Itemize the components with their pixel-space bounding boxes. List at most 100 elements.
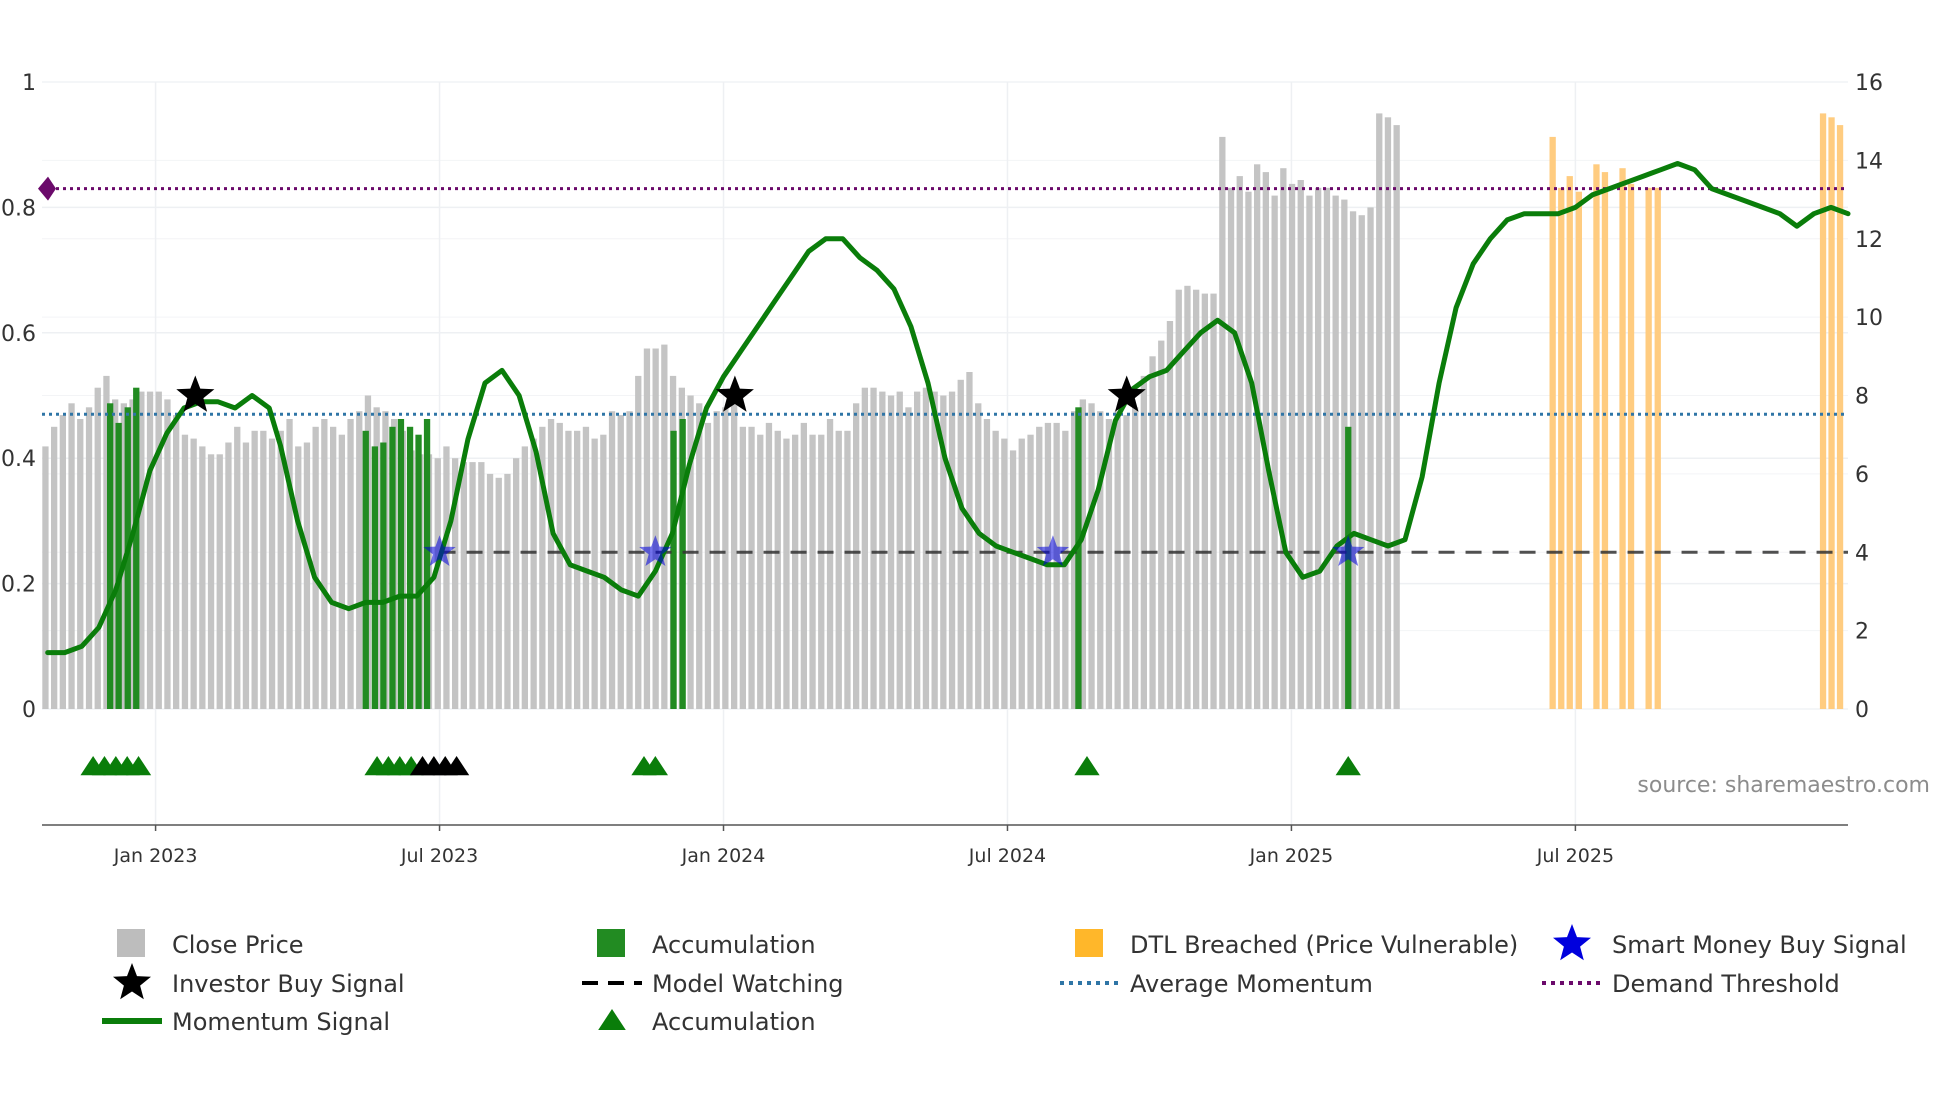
close-price-bar [1184, 285, 1191, 709]
close-price-bar [1245, 191, 1252, 709]
smart-money-buy-star [1332, 535, 1365, 566]
close-price-bar [268, 438, 276, 709]
close-price-bar [582, 426, 590, 709]
dtl-breached-bar [1828, 117, 1835, 710]
legend-label: Accumulation [652, 931, 816, 959]
close-price-bar [765, 422, 773, 709]
close-price-bar [1105, 419, 1113, 709]
close-price-bar [347, 419, 354, 709]
close-price-bar [539, 426, 546, 709]
close-price-bar [330, 426, 337, 709]
dtl-breached-bar [1575, 191, 1582, 709]
close-price-bar [626, 411, 633, 709]
accumulation_bar-swatch [597, 929, 625, 957]
close-price-bar [103, 375, 110, 709]
accumulation-bar [362, 430, 369, 709]
x-axis-tick: Jan 2024 [681, 845, 766, 867]
close-price-bar [1071, 411, 1078, 709]
legend-label: Accumulation [652, 1008, 816, 1036]
left-axis-tick: 0 [22, 698, 36, 723]
close-price-bar [600, 434, 607, 709]
dtl-breached-bar [1619, 168, 1626, 709]
dtl-swatch [1075, 929, 1103, 957]
accumulation-bar [406, 426, 414, 709]
legend-item-model_watching: Model Watching [582, 970, 844, 998]
accumulation-bar [679, 419, 686, 709]
investor-buy-star [176, 375, 215, 412]
close-price-bar [1027, 434, 1034, 709]
smart-money-buy-star [1036, 535, 1070, 566]
close-price-bar [356, 411, 363, 709]
close-price-bar [513, 458, 520, 709]
close-price-bar [1166, 321, 1174, 709]
close-price-bar [303, 442, 311, 709]
right-axis-tick: 6 [1855, 463, 1869, 488]
legend-label: Momentum Signal [172, 1008, 390, 1036]
close-price-bar [242, 442, 250, 709]
close-price-bar [59, 415, 66, 709]
close-price-bar [1009, 450, 1017, 709]
close-price-bar [434, 458, 441, 709]
investor-buy-star [715, 375, 754, 412]
close-price-bar [704, 422, 712, 709]
accumulation-triangle-black [443, 756, 470, 776]
close-price-bar [155, 391, 162, 709]
reference-lines [38, 176, 1848, 554]
close-price-bar [1315, 187, 1322, 710]
close-price-bar [1175, 289, 1182, 709]
close-price-bar [957, 379, 964, 709]
close-price-bar [809, 434, 816, 709]
dtl-breached-bars [1549, 113, 1844, 710]
close-price-bar [138, 391, 145, 709]
close-price-bar [251, 430, 258, 709]
close-price-bar [1088, 403, 1095, 709]
close-price-bar [68, 403, 75, 709]
close-price-bar [260, 430, 267, 709]
close-price-bar [173, 415, 180, 709]
accumulation-bars [107, 387, 1352, 709]
investor_buy-star-icon [113, 963, 151, 1000]
legend: Close Price Accumulation DTL Breached (Pri… [102, 924, 1907, 1036]
right-axis-tick: 4 [1855, 541, 1869, 566]
dtl-breached-bar [1549, 136, 1556, 709]
legend-item-smart_money: Smart Money Buy Signal [1553, 924, 1907, 961]
left-axis-tick: 0.8 [1, 196, 36, 221]
dtl-breached-bar [1593, 164, 1600, 710]
accumulation-triangle [1335, 756, 1361, 776]
close-price-bar [1123, 415, 1130, 709]
legend-label: Average Momentum [1130, 970, 1373, 998]
close-price-bar [870, 387, 877, 709]
close-price-bar [731, 395, 738, 709]
close-price-bar [286, 419, 293, 709]
close-price-bar [1288, 183, 1296, 709]
right-axis-tick: 12 [1855, 228, 1883, 253]
close-price-bar [1349, 211, 1357, 710]
legend-item-demand_threshold: Demand Threshold [1542, 970, 1840, 998]
close-price-bar [146, 391, 154, 709]
close-price-bar [530, 438, 537, 709]
accumulation-triangle [642, 756, 669, 776]
close-price-bar [1036, 426, 1043, 709]
right-axis-tick: 0 [1855, 698, 1869, 723]
close-price-bar [216, 454, 223, 709]
close-price-bar [635, 375, 642, 709]
source-label: source: sharemaestro.com [1637, 773, 1930, 798]
close-price-bar [1227, 187, 1235, 710]
close-price-bar [940, 395, 947, 709]
right-axis-tick: 2 [1855, 620, 1869, 645]
close-price-bar [1062, 430, 1069, 709]
close-price-bar [835, 430, 842, 709]
legend-item-accumulation_bar: Accumulation [597, 929, 816, 959]
legend-label: Demand Threshold [1612, 970, 1840, 998]
close-price-bar [757, 434, 764, 709]
x-axis-tick: Jul 2024 [968, 845, 1046, 867]
close-price-bar [443, 446, 450, 709]
accumulation-triangle [1074, 756, 1100, 776]
close-price-bar [887, 395, 895, 709]
accumulation-bar [1345, 426, 1352, 709]
smart-money-buy-star [639, 535, 672, 566]
close-price-bar [1367, 207, 1374, 709]
accumulation-bar [389, 426, 396, 709]
close-price-bar [556, 422, 563, 709]
